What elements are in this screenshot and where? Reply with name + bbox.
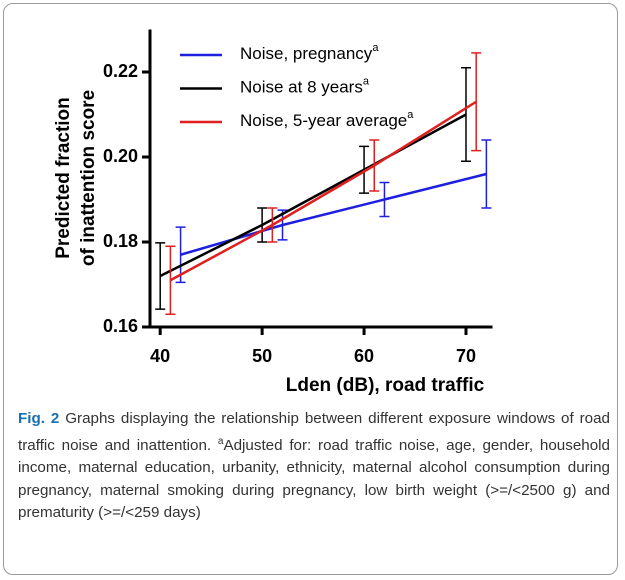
x-tick-label: 60 [354, 346, 374, 366]
y-axis-label: of inattention score [78, 90, 99, 266]
legend-footnote-mark: a [363, 75, 370, 87]
legend-footnote-mark: a [407, 109, 414, 121]
caption: Fig. 2 Graphs displaying the relationshi… [18, 408, 610, 525]
x-tick-label: 40 [150, 346, 170, 366]
y-axis-label: Predicted fraction [53, 97, 74, 259]
caption-text: Graphs displaying the relationship betwe… [18, 410, 610, 454]
legend-footnote-mark: a [372, 42, 379, 54]
legend-name: Noise, 5-year average [240, 111, 407, 130]
y-tick-label: 0.16 [103, 316, 138, 336]
x-tick-label: 70 [456, 346, 476, 366]
series-line [159, 113, 467, 278]
legend-name: Noise, pregnancy [240, 44, 373, 63]
y-tick-label: 0.18 [103, 231, 138, 251]
legend-label: Noise, pregnancya [240, 42, 379, 64]
caption-label: Fig. 2 [18, 410, 60, 427]
figure-frame [3, 3, 618, 575]
x-tick-label: 50 [252, 346, 272, 366]
legend-label: Noise, 5-year averagea [240, 109, 414, 131]
caption-note-mark: a [217, 435, 224, 447]
legend-name: Noise at 8 years [240, 78, 363, 97]
caption-note: Adjusted for: road traffic noise, age, g… [18, 436, 610, 522]
y-tick-label: 0.22 [103, 61, 138, 81]
chart: Lden (dB), road traffic Predicted fracti… [53, 29, 493, 396]
y-tick-label: 0.20 [103, 146, 138, 166]
x-axis-label: Lden (dB), road traffic [286, 375, 485, 396]
legend-label: Noise at 8 yearsa [240, 75, 370, 97]
series-line [169, 100, 477, 282]
